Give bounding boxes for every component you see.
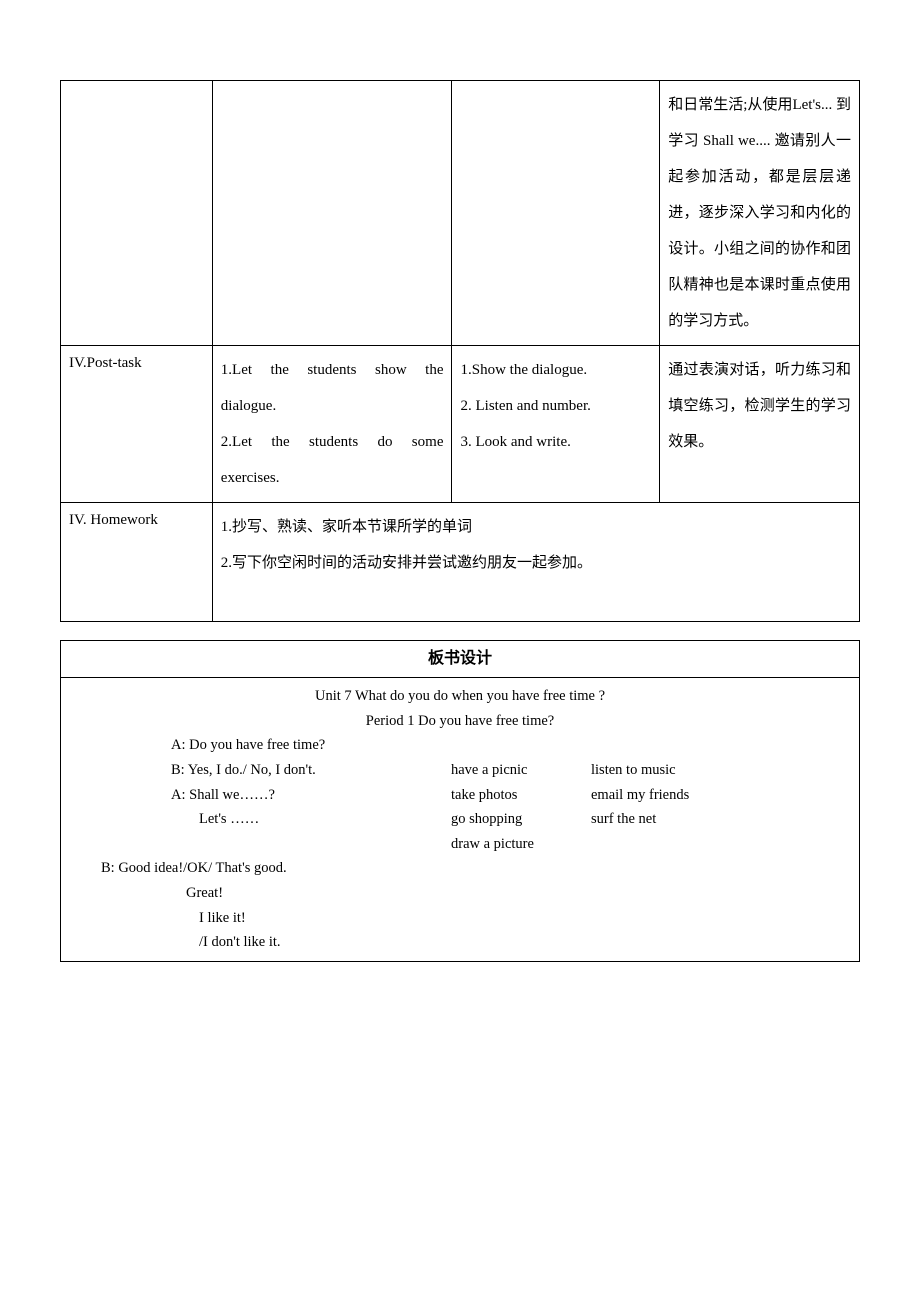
board-columns-row: A: Shall we……? take photos email my frie… — [71, 783, 849, 808]
board-design-body: Unit 7 What do you do when you have free… — [61, 678, 860, 962]
student-step-3: 3. Look and write. — [460, 424, 651, 460]
board-unit-title: Unit 7 What do you do when you have free… — [71, 684, 849, 709]
table-row: IV. Homework 1.抄写、熟读、家听本节课所学的单词 2.写下你空闲时… — [61, 503, 860, 622]
phrase-go-shopping: go shopping — [451, 807, 591, 832]
dialogue-b3: Great! — [71, 881, 849, 906]
phrase-listen-music: listen to music — [591, 758, 751, 783]
table-row: Unit 7 What do you do when you have free… — [61, 678, 860, 962]
dialogue-b2: B: Good idea!/OK/ That's good. — [71, 856, 849, 881]
dialogue-empty — [161, 832, 451, 857]
table-spacer — [60, 622, 860, 640]
cell-homework-content: 1.抄写、熟读、家听本节课所学的单词 2.写下你空闲时间的活动安排并尝试邀约朋友… — [212, 503, 859, 622]
cell-student-empty — [452, 81, 660, 346]
dialogue-b4: I like it! — [71, 906, 849, 931]
cell-teacher-empty — [212, 81, 452, 346]
teacher-step-2: 2.Let the students do some exercises. — [221, 424, 444, 496]
dialogue-a1: A: Do you have free time? — [71, 733, 849, 758]
board-columns-row: draw a picture — [71, 832, 849, 857]
phrase-have-picnic: have a picnic — [451, 758, 591, 783]
cell-stage-posttask: IV.Post-task — [61, 346, 213, 503]
phrase-draw-picture: draw a picture — [451, 832, 591, 857]
page-container: 和日常生活;从使用Let's... 到学习 Shall we.... 邀请别人一… — [60, 80, 860, 962]
board-columns-row: Let's …… go shopping surf the net — [71, 807, 849, 832]
phrase-take-photos: take photos — [451, 783, 591, 808]
board-design-table: 板书设计 Unit 7 What do you do when you have… — [60, 640, 860, 962]
student-step-1: 1.Show the dialogue. — [460, 352, 651, 388]
table-row: IV.Post-task 1.Let the students show the… — [61, 346, 860, 503]
cell-stage-empty — [61, 81, 213, 346]
table-row: 板书设计 — [61, 641, 860, 678]
phrase-email-friends: email my friends — [591, 783, 751, 808]
board-period-title: Period 1 Do you have free time? — [71, 709, 849, 734]
dialogue-a2: A: Shall we……? — [161, 783, 451, 808]
phrase-surf-net: surf the net — [591, 807, 751, 832]
cell-student-activity: 1.Show the dialogue. 2. Listen and numbe… — [452, 346, 660, 503]
phrase-empty — [591, 832, 751, 857]
board-design-title: 板书设计 — [61, 641, 860, 678]
dialogue-b1: B: Yes, I do./ No, I don't. — [161, 758, 451, 783]
table-row: 和日常生活;从使用Let's... 到学习 Shall we.... 邀请别人一… — [61, 81, 860, 346]
homework-item-2: 2.写下你空闲时间的活动安排并尝试邀约朋友一起参加。 — [221, 545, 851, 581]
cell-rationale-posttask: 通过表演对话，听力练习和填空练习，检测学生的学习效果。 — [660, 346, 860, 503]
cell-rationale-continuation: 和日常生活;从使用Let's... 到学习 Shall we.... 邀请别人一… — [660, 81, 860, 346]
dialogue-b5: /I don't like it. — [71, 930, 849, 955]
dialogue-a3: Let's …… — [161, 807, 451, 832]
cell-stage-homework: IV. Homework — [61, 503, 213, 622]
lesson-plan-table: 和日常生活;从使用Let's... 到学习 Shall we.... 邀请别人一… — [60, 80, 860, 622]
cell-teacher-activity: 1.Let the students show the dialogue. 2.… — [212, 346, 452, 503]
board-columns-row: B: Yes, I do./ No, I don't. have a picni… — [71, 758, 849, 783]
homework-item-1: 1.抄写、熟读、家听本节课所学的单词 — [221, 509, 851, 545]
teacher-step-1: 1.Let the students show the dialogue. — [221, 352, 444, 424]
student-step-2: 2. Listen and number. — [460, 388, 651, 424]
